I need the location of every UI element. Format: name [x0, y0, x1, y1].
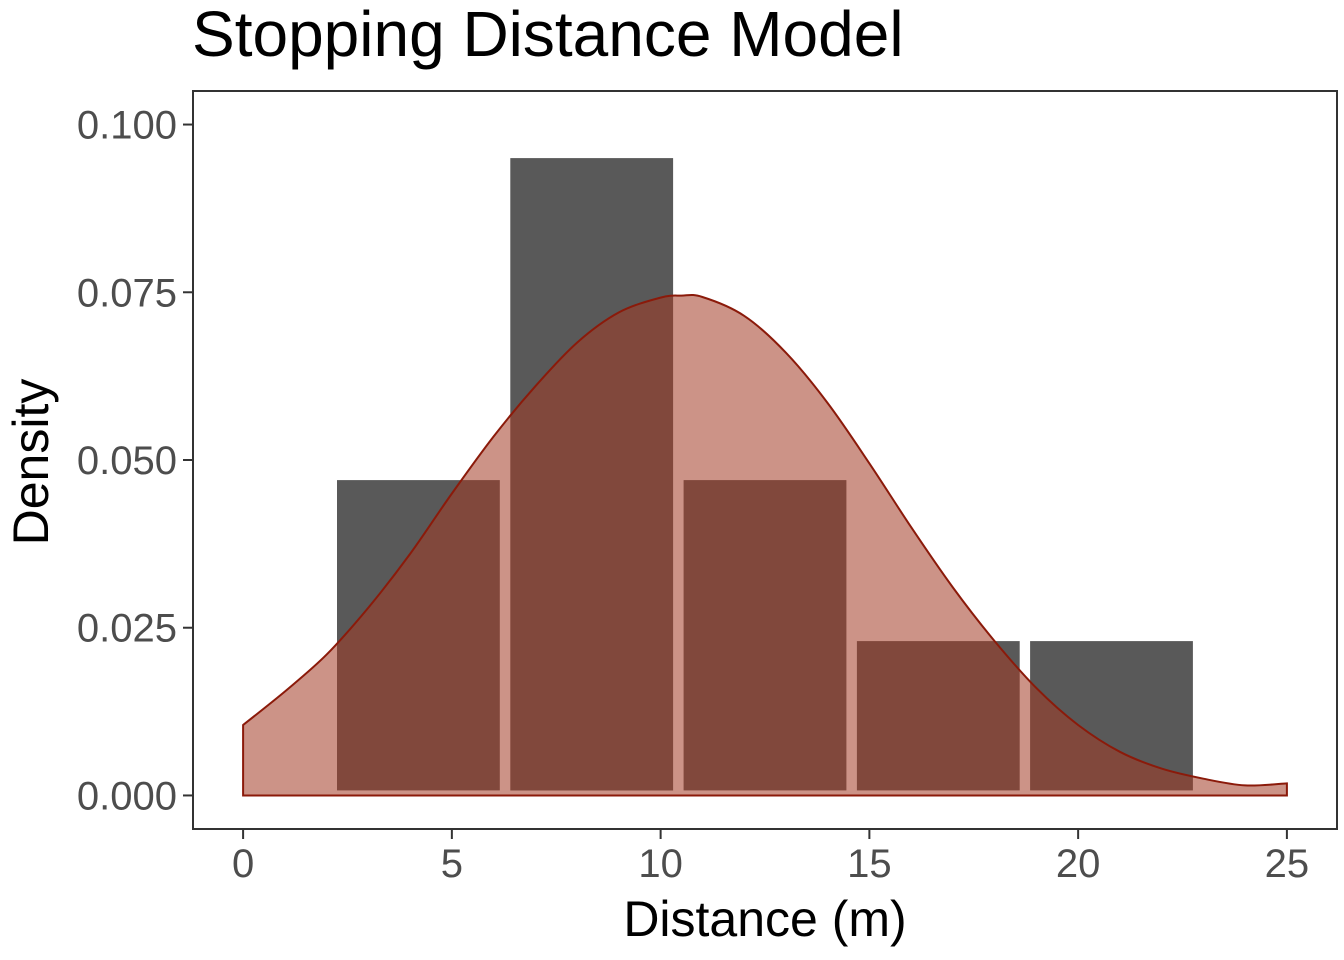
y-tick-label: 0.050: [77, 439, 177, 483]
x-tick-label: 20: [1056, 842, 1101, 886]
x-tick-label: 15: [847, 842, 892, 886]
x-axis-title: Distance (m): [623, 891, 906, 947]
y-tick-label: 0.025: [77, 607, 177, 651]
x-tick-label: 0: [232, 842, 254, 886]
x-tick-label: 5: [441, 842, 463, 886]
y-axis-title: Density: [3, 379, 59, 546]
x-axis: 0 5 10 15 20 25: [232, 829, 1309, 886]
x-tick-label: 25: [1265, 842, 1310, 886]
chart-title: Stopping Distance Model: [192, 0, 904, 70]
y-axis: 0.000 0.025 0.050 0.075 0.100: [77, 104, 193, 818]
plot-area: [242, 158, 1288, 797]
y-tick-label: 0.100: [77, 104, 177, 148]
density-curve-area: [242, 293, 1288, 797]
x-tick-label: 10: [638, 842, 683, 886]
y-tick-label: 0.075: [77, 271, 177, 315]
y-tick-label: 0.000: [77, 774, 177, 818]
